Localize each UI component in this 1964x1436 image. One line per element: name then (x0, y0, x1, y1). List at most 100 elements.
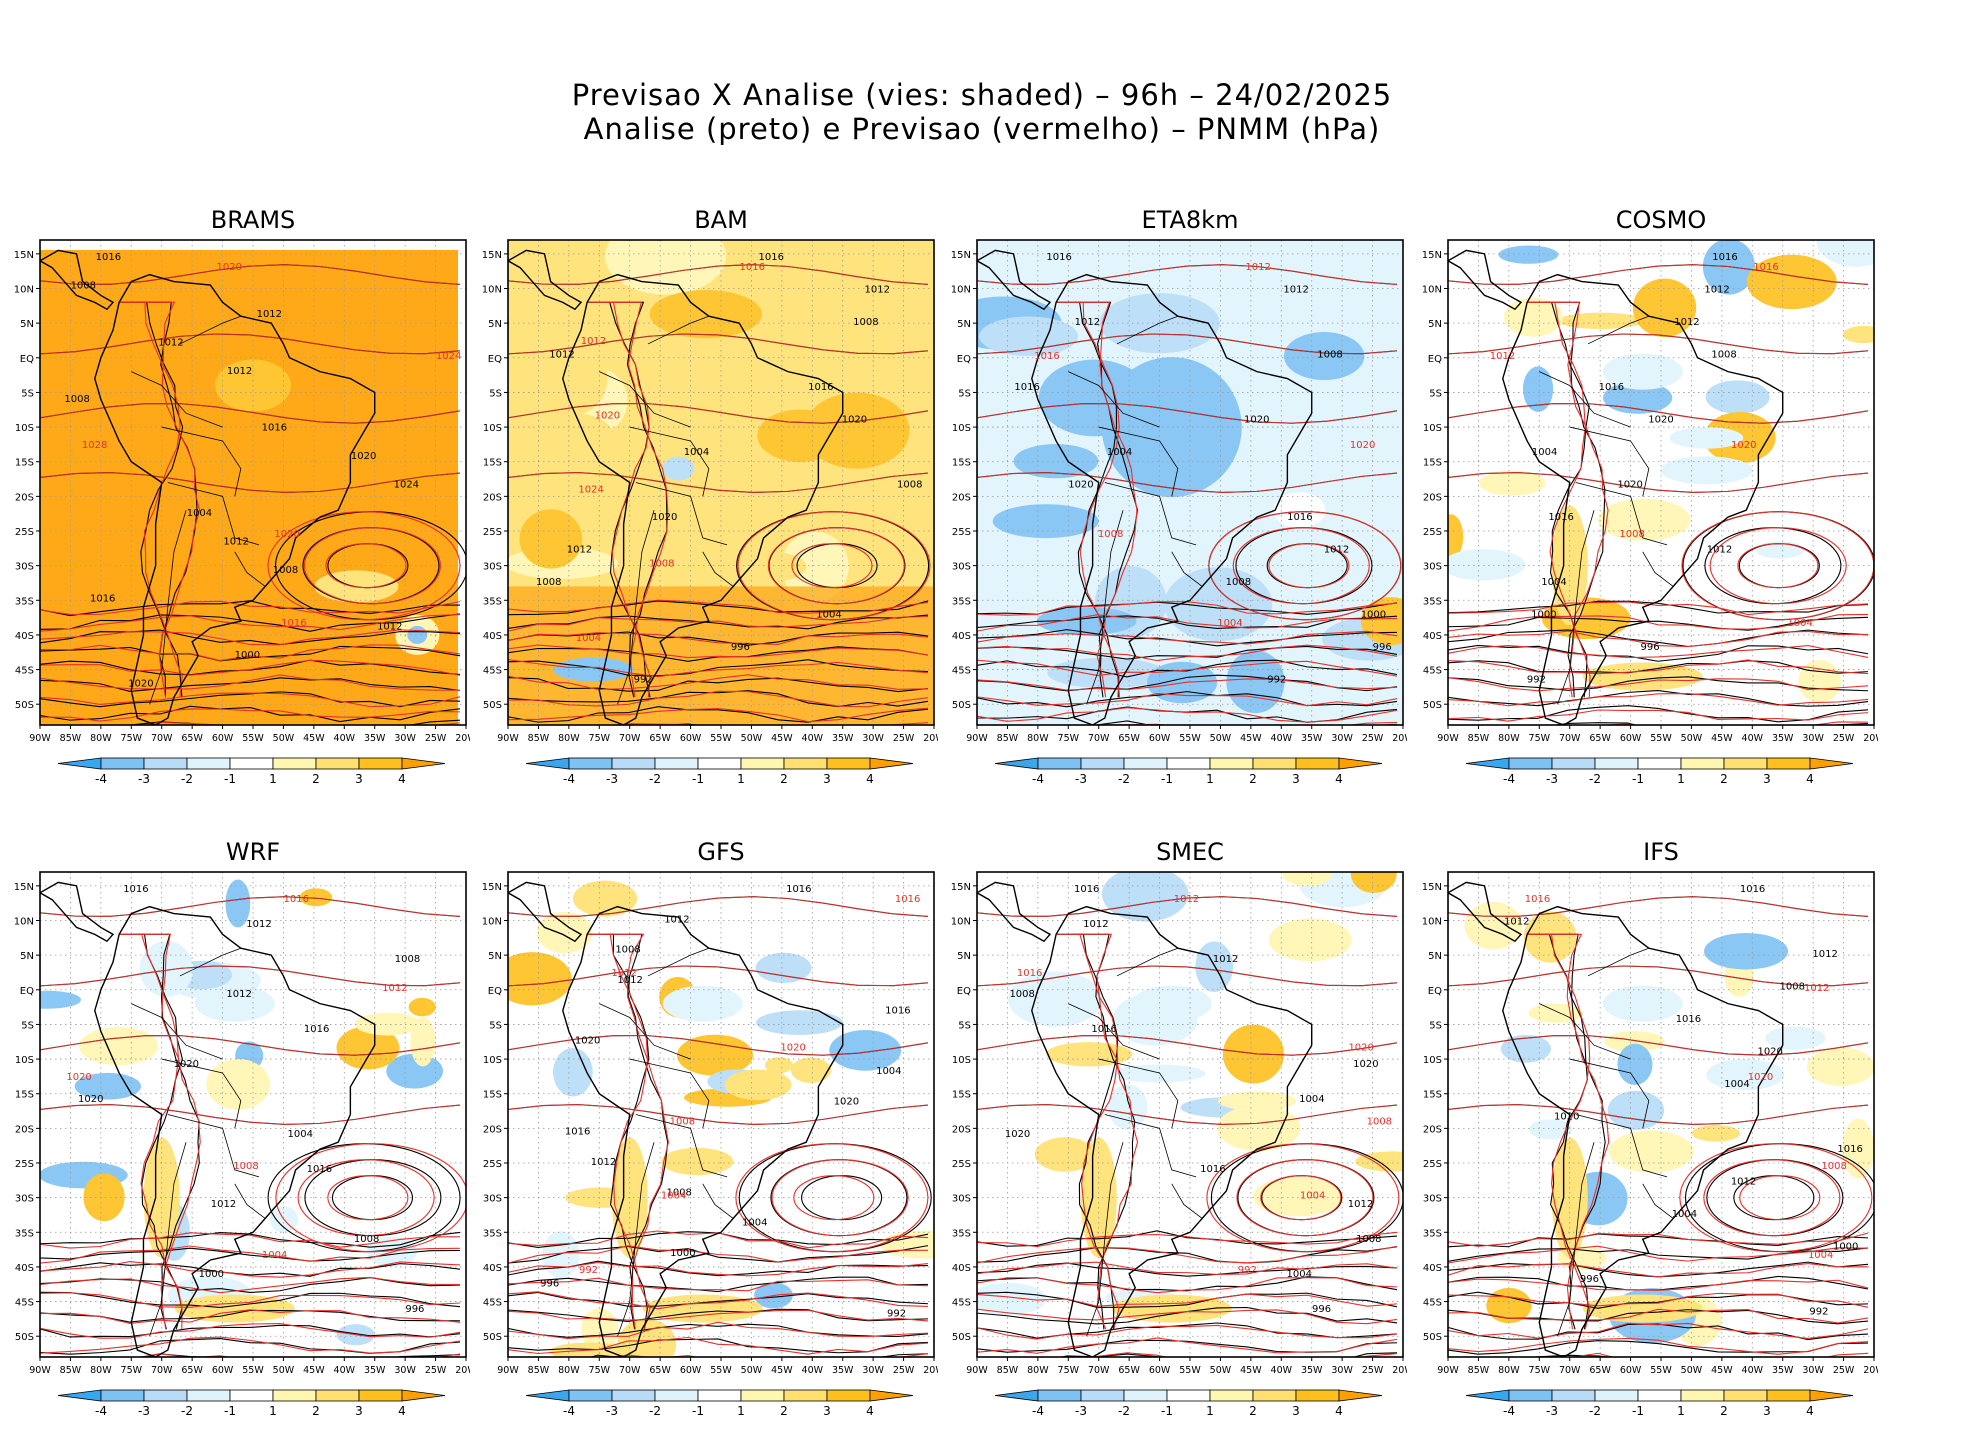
isobar-label-analysis: 1016 (759, 252, 784, 263)
lon-tick-label: 85W (60, 733, 82, 744)
isobar-label-analysis: 1012 (1213, 954, 1238, 965)
lon-tick-label: 80W (90, 1365, 112, 1376)
lon-tick-label: 90W (1437, 1365, 1459, 1376)
coastline (1448, 881, 1784, 1357)
isobar-label-analysis: 1012 (377, 622, 402, 633)
isobar-label-analysis: 1024 (394, 480, 419, 491)
lat-tick-label: 5S (21, 1020, 34, 1031)
colorbar-label: -1 (1161, 772, 1173, 786)
isobar-label-analysis: 1016 (1287, 512, 1312, 523)
lat-tick-label: 30S (952, 562, 971, 573)
isobar-label-analysis: 1016 (1599, 382, 1624, 393)
isobar-label-forecast: 1020 (66, 1072, 91, 1083)
lat-tick-label: 15S (1423, 458, 1442, 469)
map-eta8km: 1016 1012 1012 1008 1016 1020 1004 1020 1016 1012… (951, 239, 1407, 786)
isobar-label-analysis: 1016 (1046, 252, 1071, 263)
isobar-label-analysis: 1016 (1676, 1014, 1701, 1025)
colorbar-label: 2 (1249, 772, 1257, 786)
isobar-label-forecast: 1008 (1098, 529, 1123, 540)
isobar-label-analysis: 1016 (304, 1024, 329, 1035)
colorbar: -4 -3 -2 -1 1 2 3 4 (57, 757, 446, 786)
colorbar-label: -2 (649, 1404, 661, 1418)
colorbar-label: 4 (1335, 772, 1343, 786)
isobar-label-analysis: 1016 (565, 1127, 590, 1138)
isobar-label-forecast: 1012 (1245, 262, 1270, 273)
isobar-label-analysis: 1012 (617, 975, 642, 986)
lon-tick-label: 60W (212, 1365, 234, 1376)
isobar-label-analysis: 1016 (1548, 512, 1573, 523)
colorbar-label: -3 (606, 1404, 618, 1418)
isobar-label-forecast: 1020 (595, 410, 620, 421)
isobar-label-forecast: 1008 (1367, 1117, 1392, 1128)
isobar-label-forecast: 1008 (649, 559, 674, 570)
isobar-label-analysis: 1020 (128, 679, 153, 690)
lat-tick-label: 10S (1423, 423, 1442, 434)
colorbar-label: 3 (823, 772, 831, 786)
lon-tick-label: 55W (710, 733, 732, 744)
lat-tick-label: 20S (483, 492, 502, 503)
isobar-label-forecast: 1016 (281, 618, 306, 629)
lat-tick-label: 45S (483, 1298, 502, 1309)
lon-tick-label: 85W (1468, 1365, 1490, 1376)
lat-tick-label: 25S (952, 527, 971, 538)
coastline (508, 249, 844, 725)
isobar-label-analysis: 1004 (1287, 1269, 1312, 1280)
lat-tick-label: 10N (1422, 285, 1442, 296)
country-borders (599, 947, 734, 1337)
lon-tick-label: 20W (1392, 1365, 1407, 1376)
lon-tick-label: 35W (1301, 1365, 1323, 1376)
lat-tick-label: 20S (483, 1124, 502, 1135)
panel-title: BAM (694, 206, 748, 234)
lat-tick-label: 20S (952, 492, 971, 503)
lat-tick-label: 15S (952, 1090, 971, 1101)
isobar-label-analysis: 1012 (864, 285, 889, 296)
lat-tick-label: 5N (488, 951, 502, 962)
isobar-label-analysis: 1012 (158, 337, 183, 348)
lon-tick-label: 60W (212, 733, 234, 744)
panel-gfs: GFS 1016 1012 1008 1012 1016 1020 1004 1020 1016 1… (468, 822, 938, 1422)
lon-tick-label: 50W (1210, 733, 1232, 744)
colorbar-label: 4 (1806, 772, 1814, 786)
isobar-label-analysis: 996 (731, 642, 750, 653)
lon-tick-label: 35W (1772, 1365, 1794, 1376)
isobar-label-analysis: 1004 (876, 1066, 901, 1077)
lat-tick-label: 5S (1429, 1020, 1442, 1031)
lat-tick-label: 15S (952, 458, 971, 469)
lat-tick-label: 50S (952, 1332, 971, 1343)
colorbar-label: -2 (181, 772, 193, 786)
lat-tick-label: 35S (483, 1228, 502, 1239)
lon-tick-label: 90W (29, 1365, 51, 1376)
colorbar-label: -4 (563, 1404, 575, 1418)
colorbar-label: -3 (138, 1404, 150, 1418)
colorbar-label: -2 (1589, 772, 1601, 786)
lat-tick-label: 5N (1428, 951, 1442, 962)
isobar-label-analysis: 1016 (307, 1164, 332, 1175)
isobar-label-analysis: 996 (1373, 642, 1392, 653)
lat-tick-label: 40S (15, 631, 34, 642)
colorbar-label: 3 (1292, 1404, 1300, 1418)
colorbar-label: -2 (1118, 1404, 1130, 1418)
isobar-label-analysis: 1020 (1353, 1059, 1378, 1070)
lon-tick-label: 75W (589, 1365, 611, 1376)
lon-tick-label: 70W (619, 1365, 641, 1376)
lon-tick-label: 75W (121, 1365, 143, 1376)
lat-tick-label: 10S (1423, 1055, 1442, 1066)
panel-wrf: WRF 1016 1012 1008 1012 1016 1020 1020 1004 1016 1… (0, 822, 470, 1422)
lon-tick-label: 65W (181, 1365, 203, 1376)
lat-tick-label: 10S (483, 423, 502, 434)
isobar-label-forecast: 992 (1238, 1265, 1257, 1276)
lon-tick-label: 40W (1742, 1365, 1764, 1376)
isobar-label-analysis: 996 (405, 1304, 424, 1315)
lat-tick-label: 15N (951, 250, 971, 261)
lon-tick-label: 70W (1559, 733, 1581, 744)
lat-tick-label: 15N (482, 250, 502, 261)
isobar-label-analysis: 1012 (223, 536, 248, 547)
isobar-label-analysis: 1016 (786, 884, 811, 895)
lon-tick-label: 85W (997, 733, 1019, 744)
country-borders (1068, 315, 1203, 705)
isobar-label-forecast: 1020 (1350, 440, 1375, 451)
coastline (40, 881, 376, 1357)
lat-tick-label: 15N (1422, 882, 1442, 893)
lat-tick-label: 45S (1423, 666, 1442, 677)
lat-tick-label: 50S (483, 1332, 502, 1343)
